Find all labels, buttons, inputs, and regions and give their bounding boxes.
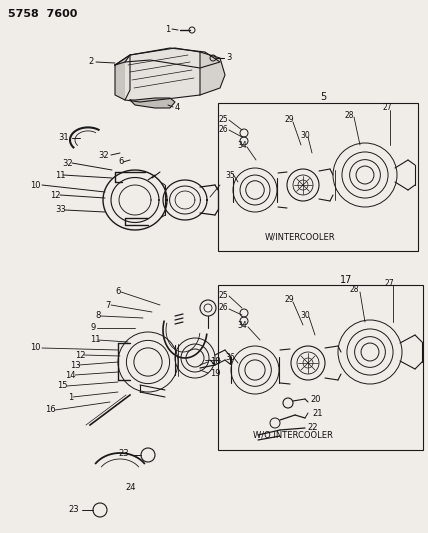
Bar [218, 285, 423, 450]
Text: 2: 2 [88, 58, 93, 67]
Text: 10: 10 [30, 343, 41, 352]
Text: W/O INTERCOOLER: W/O INTERCOOLER [253, 431, 333, 440]
Text: 6: 6 [118, 157, 123, 166]
Text: 36: 36 [225, 353, 235, 362]
Text: 20: 20 [310, 395, 321, 405]
Text: 16: 16 [45, 406, 56, 415]
Text: 5: 5 [320, 92, 326, 102]
Polygon shape [200, 52, 225, 95]
Text: 13: 13 [70, 360, 80, 369]
Text: 9: 9 [91, 324, 96, 333]
Text: 29: 29 [285, 116, 294, 125]
Text: 34: 34 [237, 320, 247, 329]
Text: 24: 24 [125, 483, 136, 492]
Text: 23: 23 [118, 449, 129, 458]
Text: 23: 23 [68, 505, 79, 514]
Text: W/INTERCOOLER: W/INTERCOOLER [265, 232, 336, 241]
Text: 1: 1 [68, 392, 73, 401]
Text: 32: 32 [62, 158, 73, 167]
Text: 1: 1 [165, 25, 170, 34]
Text: 7: 7 [105, 301, 110, 310]
Polygon shape [125, 48, 200, 102]
Text: 25: 25 [219, 116, 229, 125]
Text: 8: 8 [95, 311, 101, 320]
Bar [218, 103, 418, 251]
Text: 28: 28 [350, 286, 360, 295]
Text: 35: 35 [225, 171, 235, 180]
Text: 31: 31 [58, 133, 68, 142]
Polygon shape [130, 98, 175, 108]
Text: 14: 14 [65, 370, 75, 379]
Polygon shape [115, 55, 130, 100]
Text: 25: 25 [219, 290, 229, 300]
Text: 34: 34 [237, 141, 247, 149]
Text: 21: 21 [312, 408, 323, 417]
Text: 4: 4 [175, 103, 180, 112]
Text: 27: 27 [383, 103, 392, 112]
Text: 33: 33 [55, 206, 66, 214]
Text: 30: 30 [300, 311, 310, 319]
Text: 26: 26 [219, 303, 229, 312]
Polygon shape [115, 48, 220, 68]
Text: 12: 12 [75, 351, 86, 359]
Text: 10: 10 [30, 181, 41, 190]
Text: 18: 18 [210, 358, 220, 367]
Text: 19: 19 [210, 368, 220, 377]
Text: 3: 3 [226, 52, 232, 61]
Text: 30: 30 [300, 131, 310, 140]
Text: 6: 6 [115, 287, 120, 296]
Text: 28: 28 [345, 110, 354, 119]
Text: 11: 11 [55, 171, 65, 180]
Text: 15: 15 [57, 382, 68, 391]
Text: 17: 17 [340, 275, 352, 285]
Text: 5758  7600: 5758 7600 [8, 9, 77, 19]
Text: 11: 11 [90, 335, 101, 344]
Text: 29: 29 [285, 295, 294, 304]
Text: 27: 27 [385, 279, 395, 287]
Text: 12: 12 [50, 190, 60, 199]
Text: 22: 22 [307, 424, 318, 432]
Text: 26: 26 [219, 125, 229, 134]
Text: 32: 32 [98, 150, 109, 159]
